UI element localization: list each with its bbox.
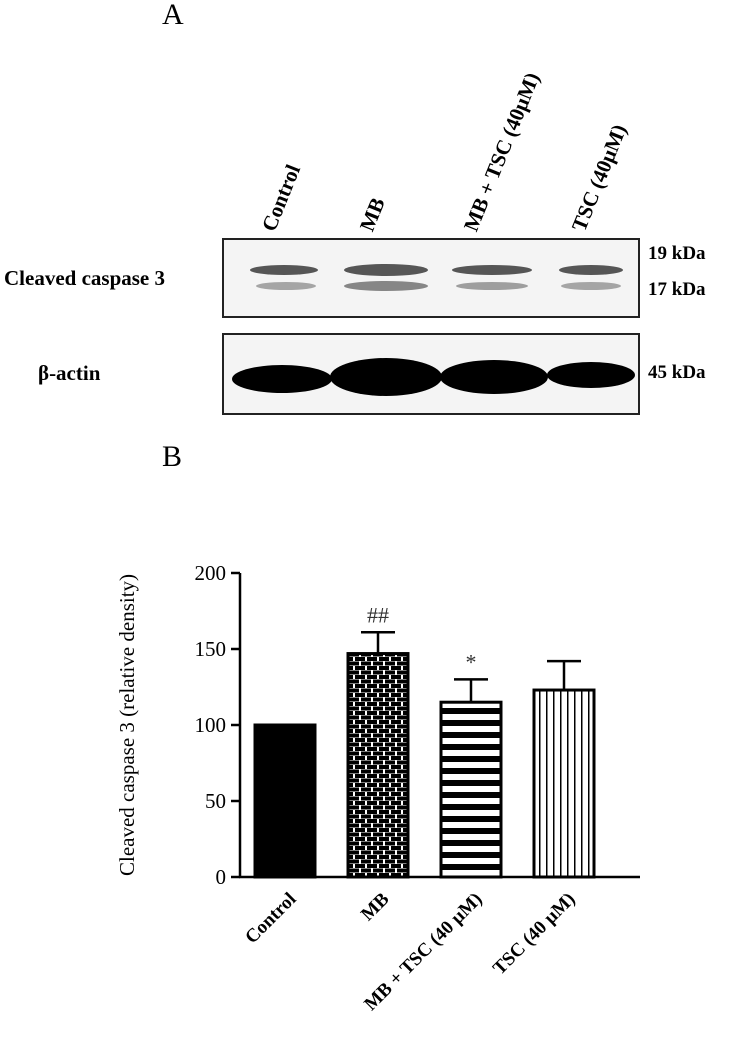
marker-17-kda: 17 kDa (648, 279, 706, 300)
bar-3 (532, 688, 596, 879)
y-tick-label: 100 (195, 713, 227, 737)
bar-0 (253, 723, 317, 879)
x-category-label-3: TSC (40 µM) (489, 889, 580, 980)
y-tick-label: 0 (216, 865, 227, 889)
bar-1 (346, 652, 410, 879)
blot-row-label-actin: β-actin (38, 361, 101, 385)
actin-blot-bands (232, 358, 635, 396)
x-category-label-1: MB (357, 888, 394, 925)
marker-19-kda: 19 kDa (648, 243, 706, 264)
panel-a-letter: A (162, 0, 184, 31)
x-category-label-0: Control (241, 889, 300, 948)
y-tick-label: 200 (195, 561, 227, 585)
y-tick-label: 150 (195, 637, 227, 661)
actin-blot-image (222, 333, 640, 415)
caspase-blot-bands (250, 264, 623, 291)
y-tick-label: 50 (205, 789, 226, 813)
significance-label-2: * (466, 649, 477, 674)
bar-2 (439, 700, 503, 879)
y-axis-label: Cleaved caspase 3 (relative density) (115, 574, 139, 876)
panel-b-letter: B (162, 440, 183, 473)
blot-row-label-caspase: Cleaved caspase 3 (4, 266, 165, 290)
caspase-blot-image (222, 238, 640, 318)
marker-45-kda: 45 kDa (648, 362, 706, 383)
significance-label-1: ## (367, 602, 389, 627)
